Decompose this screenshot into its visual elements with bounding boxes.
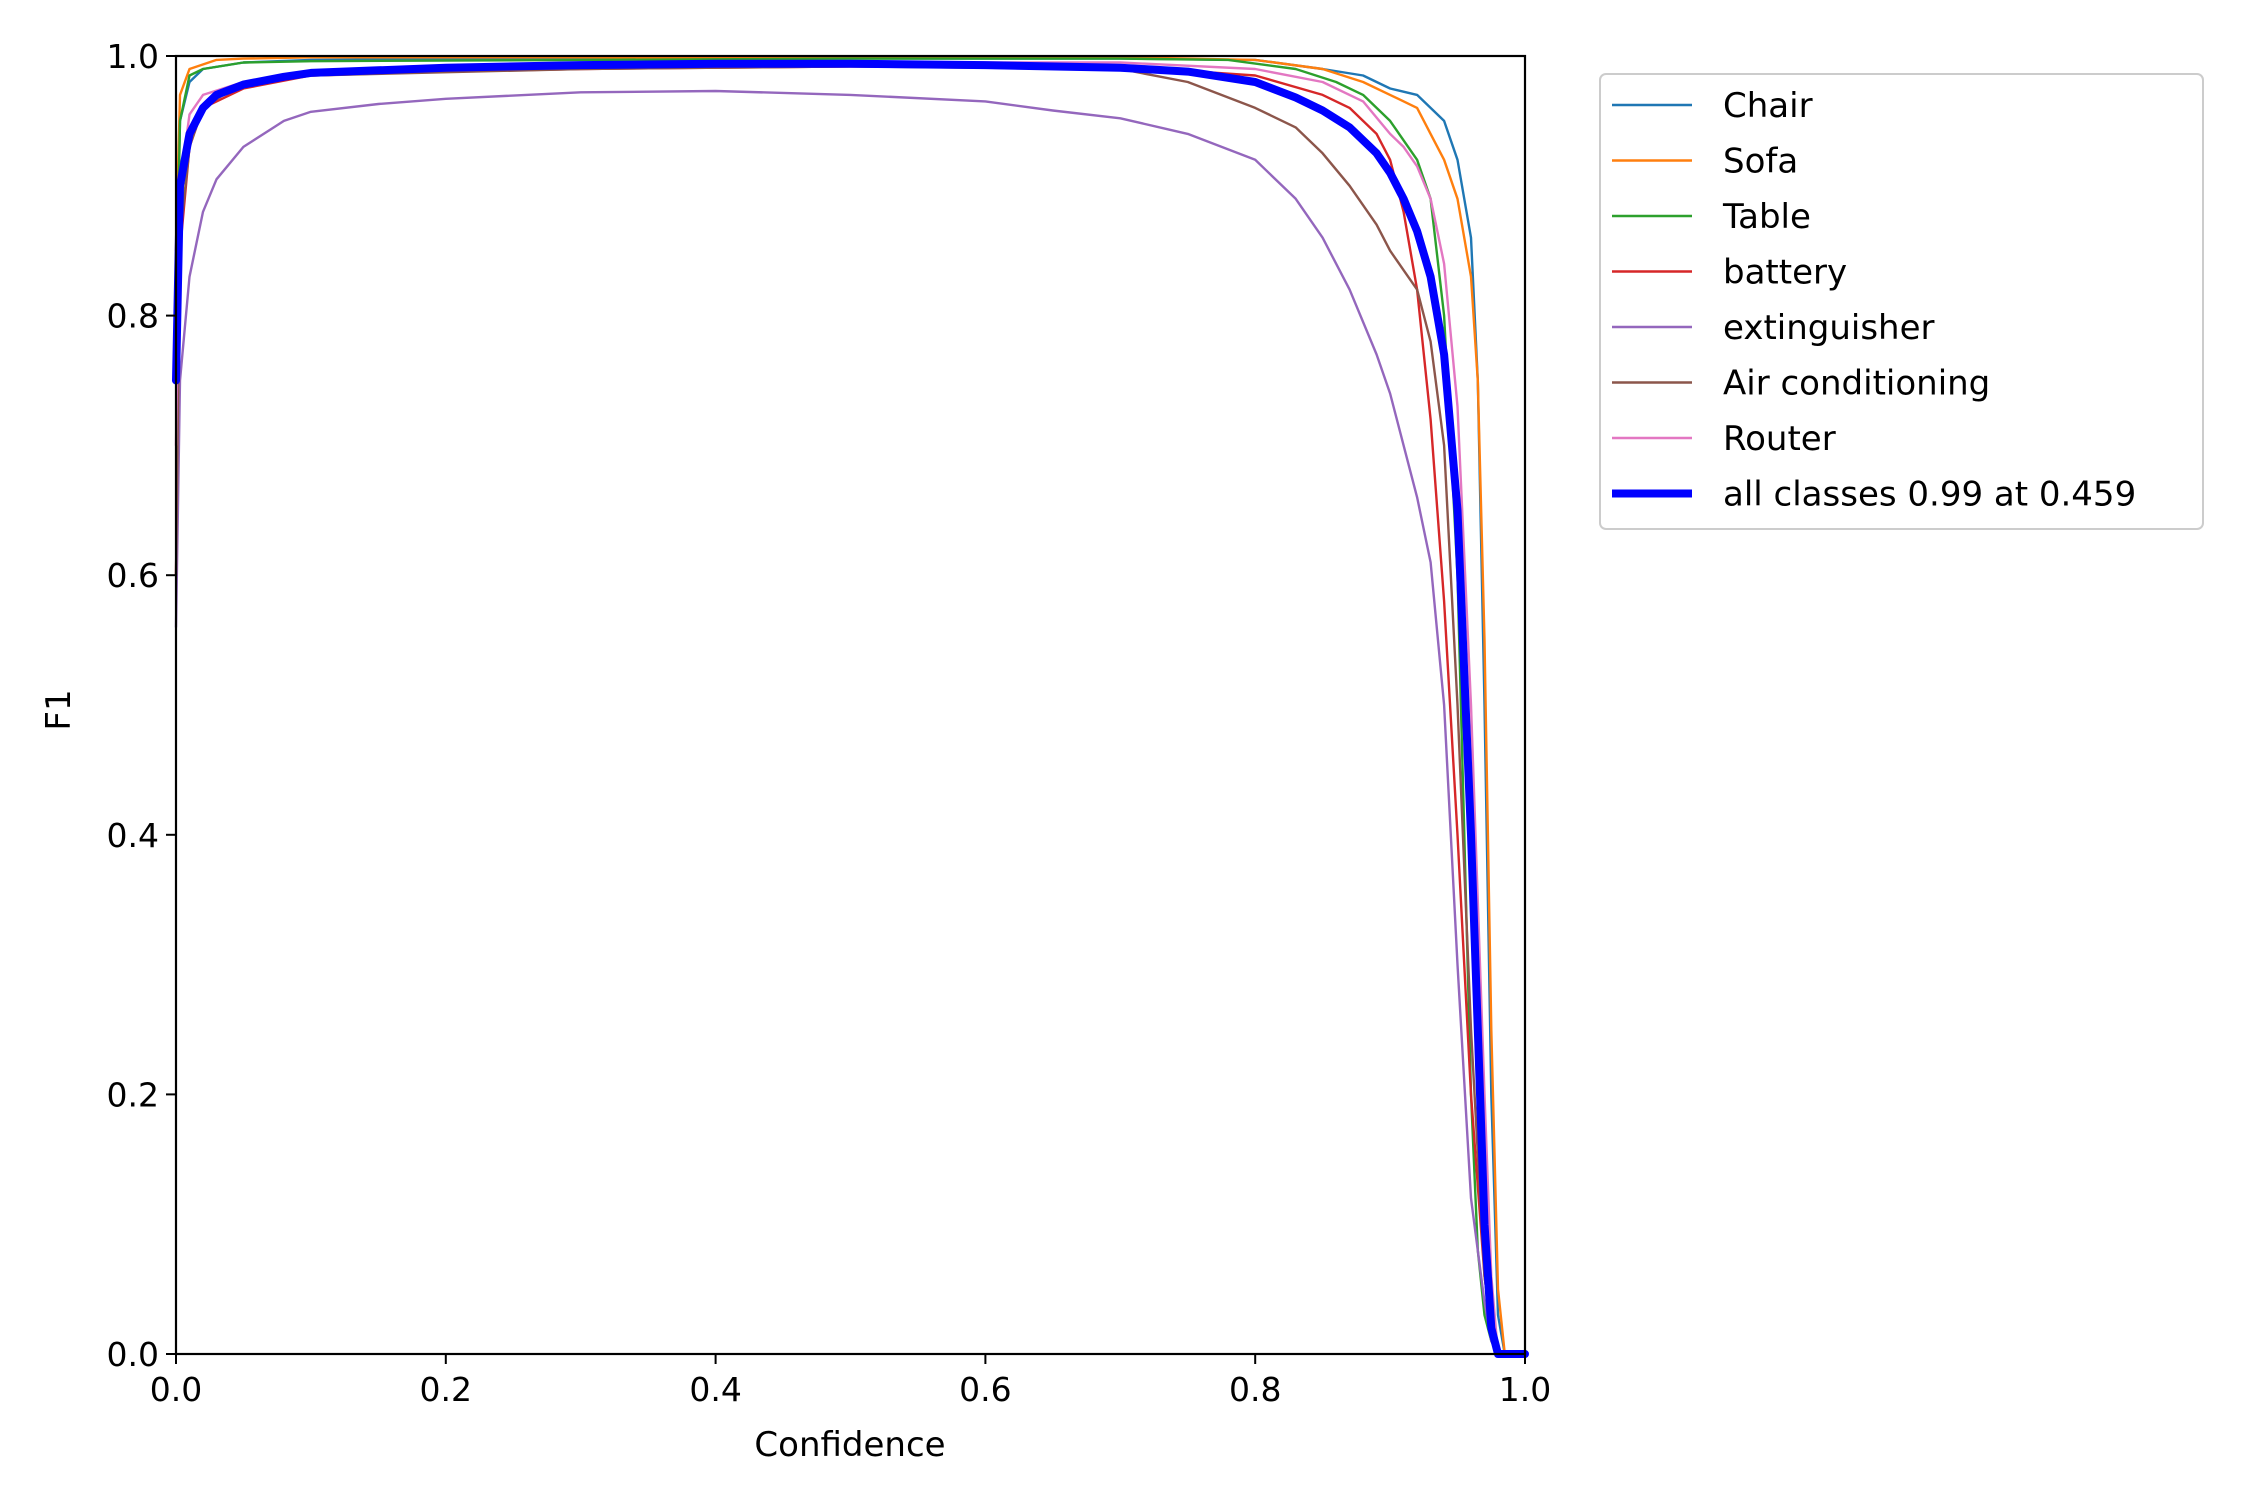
legend-label-3: battery bbox=[1723, 253, 1847, 293]
legend-label-5: Air conditioning bbox=[1723, 364, 1990, 404]
legend-label-1: Sofa bbox=[1723, 142, 1798, 182]
x-axis-ticks: 0.0 0.2 0.4 0.6 0.8 1.0 bbox=[150, 1354, 1551, 1409]
y-tick-label: 0.8 bbox=[107, 297, 159, 336]
legend-label-2: Table bbox=[1722, 197, 1811, 237]
x-axis-label: Confidence bbox=[754, 1425, 945, 1465]
legend: Chair Sofa Table battery extinguisher Air con… bbox=[1599, 73, 2204, 530]
series-line-1 bbox=[174, 56, 1527, 1356]
series-line-0 bbox=[174, 57, 1527, 1356]
x-tick-label: 0.6 bbox=[959, 1370, 1011, 1409]
plot-frame bbox=[174, 54, 1527, 1356]
y-tick-label: 1.0 bbox=[107, 37, 159, 76]
series-line-5 bbox=[174, 65, 1527, 1356]
x-tick-label: 0.4 bbox=[689, 1370, 741, 1409]
legend-label-4: extinguisher bbox=[1723, 308, 1935, 348]
series-line-6 bbox=[174, 61, 1527, 1356]
x-tick-label: 0.2 bbox=[420, 1370, 472, 1409]
y-tick-label: 0.2 bbox=[107, 1075, 159, 1114]
y-axis-ticks: 0.0 0.2 0.4 0.6 0.8 1.0 bbox=[107, 37, 176, 1374]
x-tick-label: 0.0 bbox=[150, 1370, 202, 1409]
x-tick-label: 0.8 bbox=[1229, 1370, 1281, 1409]
series-line-4 bbox=[174, 89, 1527, 1356]
x-tick-label: 1.0 bbox=[1499, 1370, 1551, 1409]
y-axis-label: F1 bbox=[39, 689, 79, 730]
legend-frame bbox=[1599, 73, 2204, 530]
legend-label-0: Chair bbox=[1723, 86, 1813, 126]
legend-label-7: all classes 0.99 at 0.459 bbox=[1723, 475, 2136, 515]
y-tick-label: 0.0 bbox=[107, 1335, 159, 1374]
series-line-7 bbox=[172, 59, 1529, 1358]
legend-label-6: Router bbox=[1723, 419, 1836, 459]
y-tick-label: 0.6 bbox=[107, 556, 159, 595]
series-line-3 bbox=[174, 65, 1527, 1356]
series-line-2 bbox=[174, 57, 1527, 1356]
plot-lines bbox=[172, 56, 1529, 1358]
y-tick-label: 0.4 bbox=[107, 816, 159, 855]
